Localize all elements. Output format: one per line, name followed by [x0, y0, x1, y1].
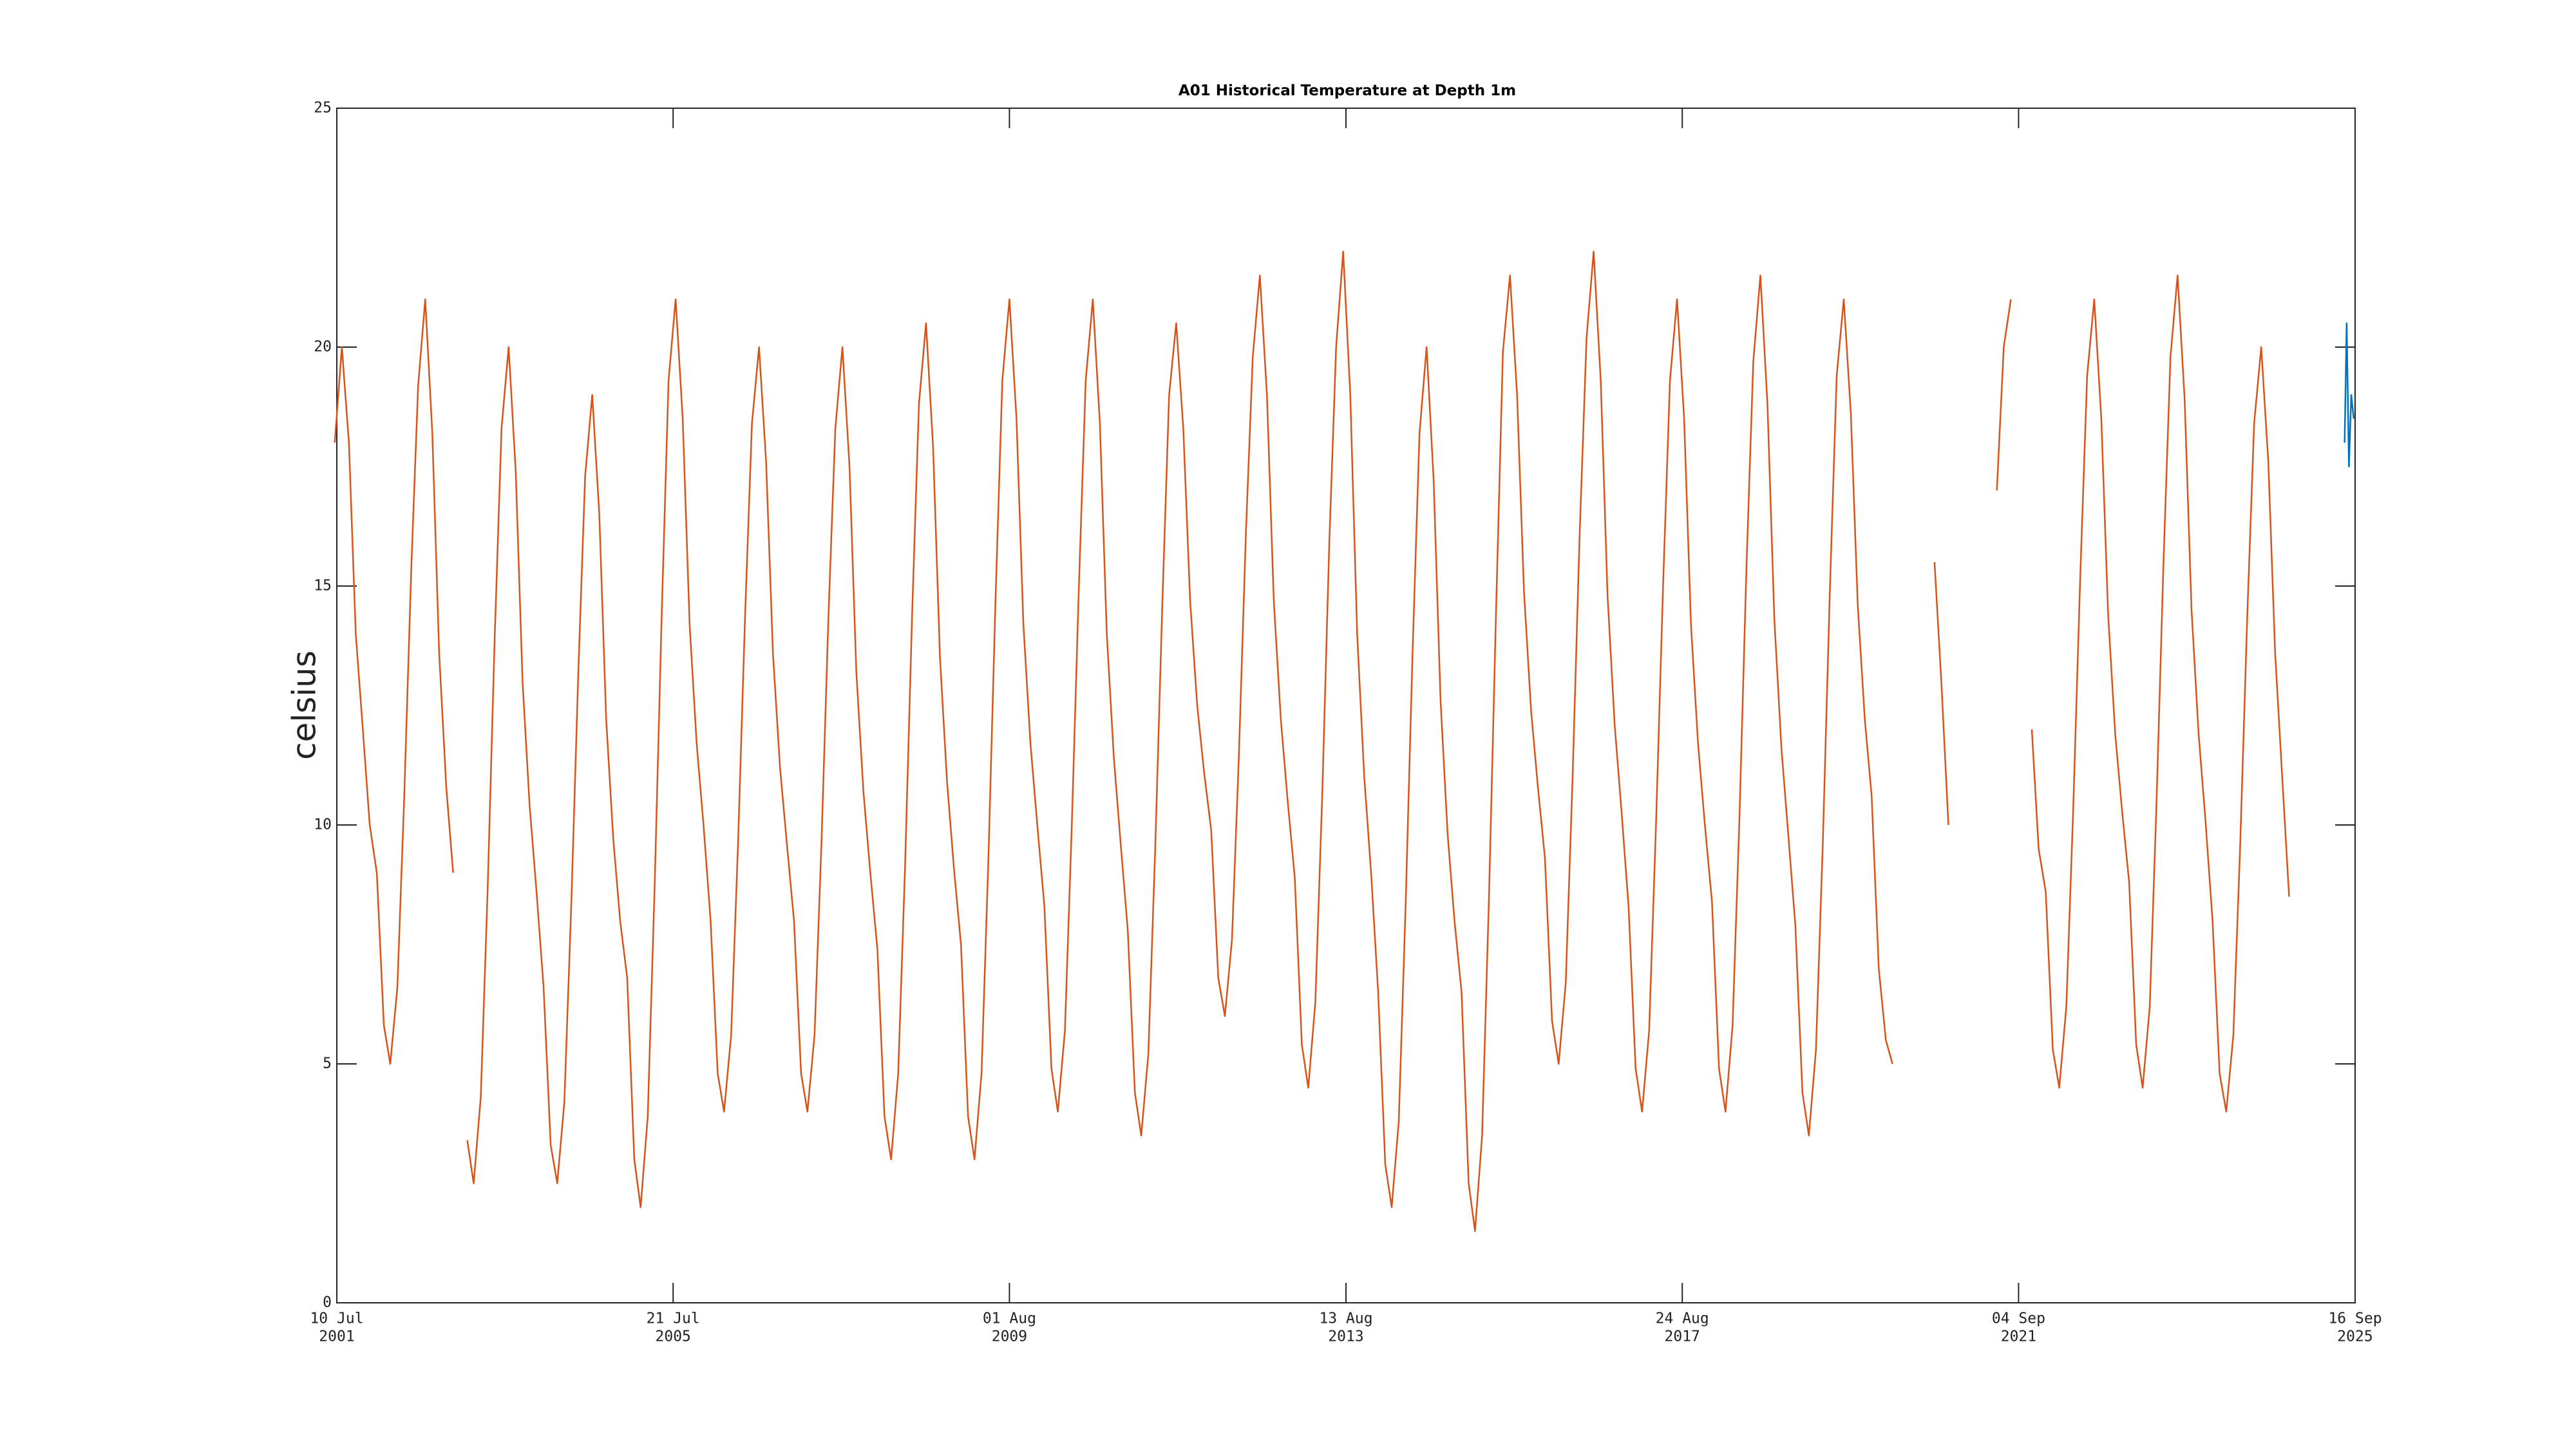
data-line — [334, 251, 2290, 1232]
x-tick-label: 10 Jul — [310, 1311, 363, 1327]
x-tick-label: 2001 — [319, 1329, 354, 1345]
y-tick-label: 5 — [323, 1056, 332, 1072]
x-tick-label: 2009 — [992, 1329, 1027, 1345]
x-tick-label: 13 Aug — [1319, 1311, 1372, 1327]
x-tick-label: 04 Sep — [1992, 1311, 2045, 1327]
y-tick-label: 20 — [314, 339, 332, 355]
y-tick-label: 10 — [314, 817, 332, 833]
y-tick-label: 25 — [314, 100, 332, 117]
y-axis-label: celsius — [286, 650, 323, 760]
x-tick-label: 01 Aug — [983, 1311, 1036, 1327]
x-tick-label: 21 Jul — [647, 1311, 700, 1327]
y-tick-label: 0 — [323, 1294, 332, 1311]
x-tick-label: 2005 — [656, 1329, 691, 1345]
y-tick-label: 15 — [314, 578, 332, 594]
x-tick-label: 2017 — [1665, 1329, 1700, 1345]
x-tick-label: 2013 — [1328, 1329, 1363, 1345]
x-tick-label: 16 Sep — [2328, 1311, 2382, 1327]
x-tick-label: 2025 — [2337, 1329, 2372, 1345]
data-line — [2344, 322, 2355, 468]
x-tick-label: 24 Aug — [1656, 1311, 1709, 1327]
x-tick-label: 2021 — [2001, 1329, 2036, 1345]
chart-title: A01 Historical Temperature at Depth 1m — [1179, 82, 1516, 99]
